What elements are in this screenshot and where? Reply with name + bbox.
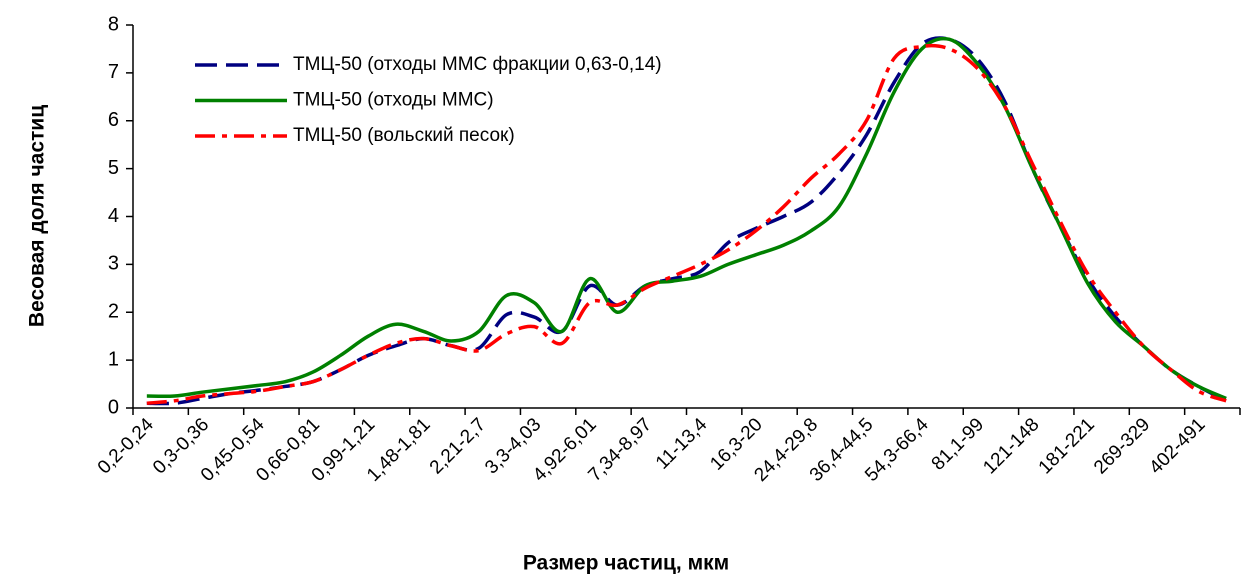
y-axis-title: Весовая доля частиц (26, 105, 49, 327)
legend-label: ТМЦ-50 (отходы ММС фракции 0,63-0,14) (293, 54, 662, 75)
x-tick-label: 121-148 (979, 414, 1043, 478)
x-tick-label: 81,1-99 (928, 414, 988, 474)
y-tick-label: 1 (108, 348, 119, 370)
y-tick-label: 7 (108, 61, 119, 83)
legend-label: ТМЦ-50 (отходы ММС) (293, 90, 494, 111)
y-tick-label: 0 (108, 396, 119, 418)
x-tick-label: 181-221 (1035, 414, 1099, 478)
x-tick-label: 2,21-2,7 (426, 414, 490, 478)
y-tick-label: 4 (108, 205, 119, 227)
y-tick-label: 6 (108, 109, 119, 131)
y-tick-label: 8 (108, 13, 119, 35)
y-tick-label: 2 (108, 301, 119, 323)
y-tick-label: 5 (108, 157, 119, 179)
y-tick-label: 3 (108, 253, 119, 275)
x-tick-label: 11-13,4 (652, 414, 712, 474)
x-tick-label: 0,2-0,24 (94, 414, 158, 478)
series-line (146, 36, 1227, 401)
x-tick-label: 402-491 (1145, 414, 1209, 478)
x-tick-label: 269-329 (1090, 414, 1154, 478)
x-axis-title: Размер частиц, мкм (523, 552, 729, 575)
legend-label: ТМЦ-50 (вольский песок) (293, 125, 515, 146)
series-line (146, 43, 1227, 405)
